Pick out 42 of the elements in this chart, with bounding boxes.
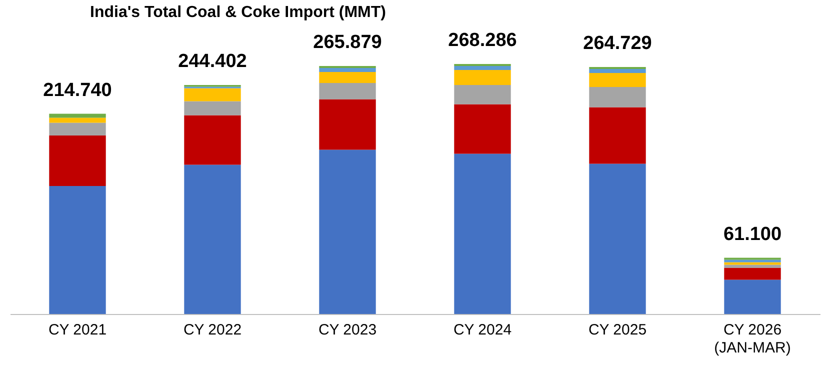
x-tick-label: CY 2022 (183, 322, 242, 338)
bar (49, 118, 106, 123)
bar (589, 107, 646, 164)
annotation: 244.402 (178, 51, 247, 72)
bar (724, 268, 781, 280)
bar (49, 114, 106, 118)
bar (724, 260, 781, 262)
bar (319, 83, 376, 100)
annotation: 268.286 (448, 30, 517, 51)
chart-title: India's Total Coal & Coke Import (MMT) (90, 4, 386, 21)
bar (49, 186, 106, 314)
bar (49, 122, 106, 136)
bar (724, 262, 781, 265)
bar (589, 69, 646, 73)
bar (454, 104, 511, 154)
annotation: 61.100 (723, 224, 782, 245)
bar (319, 72, 376, 83)
x-tick-label: CY 2023 (318, 322, 377, 338)
bar (589, 87, 646, 108)
bar (454, 70, 511, 85)
bar (454, 85, 511, 104)
bar (184, 88, 241, 102)
bar (184, 115, 241, 165)
bar (184, 164, 241, 314)
x-tick-label: CY 2026 (JAN-MAR) (714, 322, 791, 356)
annotation: 264.729 (583, 33, 652, 54)
x-tick-label: CY 2024 (453, 322, 512, 338)
annotation: 214.740 (43, 80, 112, 101)
bar (724, 280, 781, 314)
bar (49, 136, 106, 186)
bar (589, 73, 646, 87)
bar (724, 264, 781, 268)
bar (589, 164, 646, 314)
x-tick-label: CY 2025 (588, 322, 647, 338)
bar (319, 150, 376, 314)
bar (184, 101, 241, 116)
bar (454, 154, 511, 314)
bar (319, 68, 376, 72)
bar (454, 66, 511, 70)
annotation: 265.879 (313, 32, 382, 53)
x-tick-label: CY 2021 (48, 322, 107, 338)
bar (319, 99, 376, 150)
